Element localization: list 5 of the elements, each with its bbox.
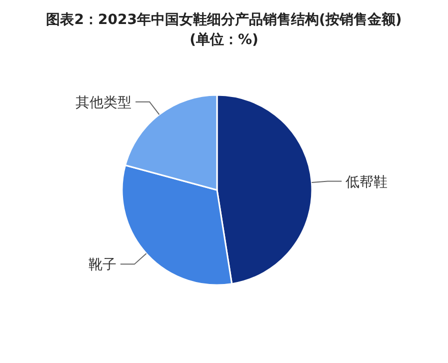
- slice-label: 靴子: [88, 257, 116, 274]
- chart-title: 图表2：2023年中国女鞋细分产品销售结构(按销售金额): [46, 11, 402, 28]
- slice-label: 其他类型: [76, 94, 132, 111]
- chart-subtitle: (单位：%): [190, 32, 258, 48]
- slice-label: 低帮鞋: [346, 174, 388, 190]
